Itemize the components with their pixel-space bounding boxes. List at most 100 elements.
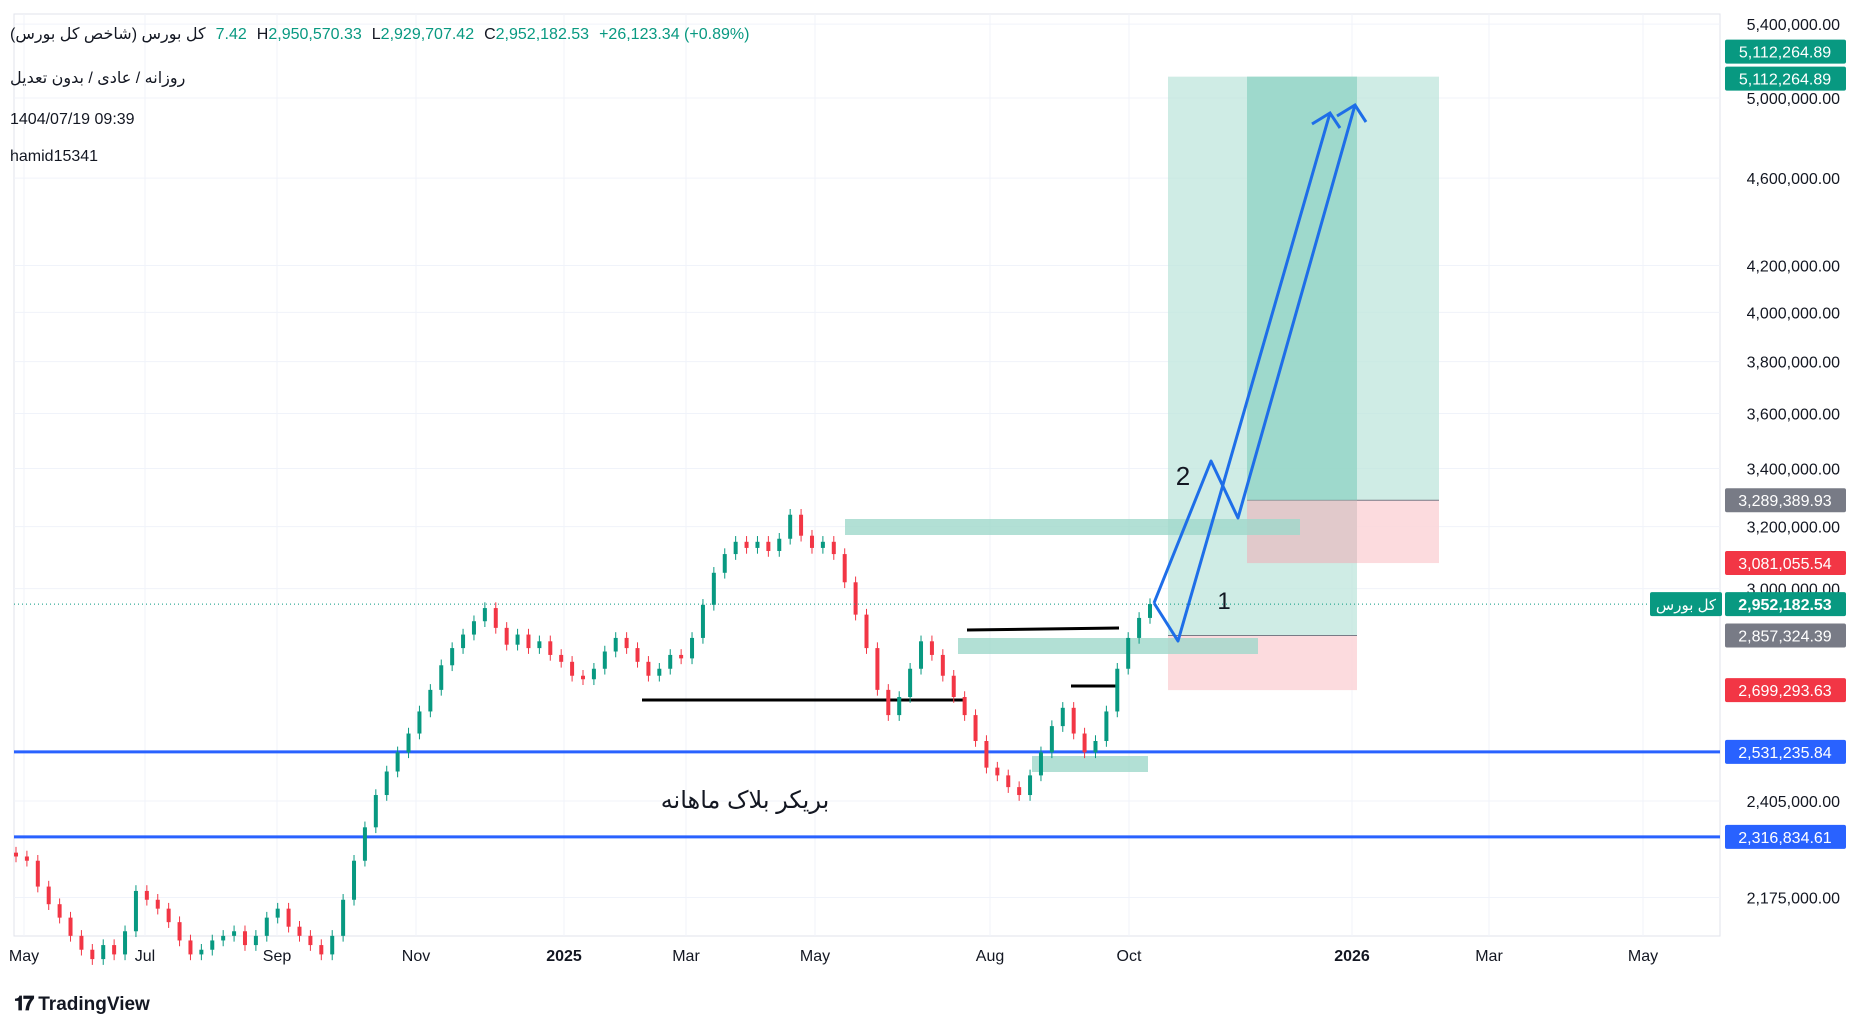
- candle-body: [14, 852, 18, 857]
- candle-body: [24, 856, 29, 861]
- candle-body: [537, 641, 542, 649]
- x-tick-label: Nov: [402, 948, 430, 965]
- x-tick-label: Oct: [1117, 948, 1142, 965]
- candle-body: [1137, 617, 1142, 638]
- candle-body: [570, 661, 575, 676]
- candle-body: [417, 711, 422, 734]
- candle-body: [341, 899, 346, 936]
- current-price-badge: [1725, 592, 1846, 617]
- candle-body: [995, 767, 1000, 776]
- y-tick-label: 4,200,000.00: [1747, 258, 1841, 275]
- projection-arrowhead-2: [1336, 102, 1368, 123]
- candle-body: [1104, 711, 1109, 742]
- candle-body: [1006, 775, 1011, 788]
- candle-body: [602, 651, 607, 669]
- candle-body: [275, 908, 280, 918]
- candle-body: [362, 827, 367, 861]
- candle-body: [581, 675, 585, 680]
- candle-body: [908, 668, 913, 698]
- candle-body: [406, 733, 411, 753]
- candle-body: [809, 535, 814, 548]
- symbol-title[interactable]: کل بورس (شاخص کل بورس): [10, 26, 206, 43]
- projection-arrowhead-1: [1311, 110, 1342, 129]
- close-value: 2,952,182.53: [495, 26, 590, 43]
- ohlc-row: کل بورس (شاخص کل بورس) 7.42 H2,950,570.3…: [10, 26, 749, 44]
- candle-body: [264, 917, 269, 936]
- candle-body: [526, 634, 531, 649]
- tradingview-logo[interactable]: 𝟏𝟕 TradingView: [14, 993, 150, 1016]
- candle-body: [373, 795, 378, 828]
- candle-body: [733, 541, 738, 555]
- candle-body: [690, 637, 695, 659]
- candle-body: [559, 654, 564, 662]
- y-tick-label: 4,000,000.00: [1747, 305, 1841, 322]
- price-level-label: 5,112,264.89: [1739, 45, 1831, 62]
- candle-body: [210, 940, 215, 950]
- candle-body: [471, 621, 476, 635]
- candle-body: [886, 689, 891, 716]
- tradingview-icon: 𝟏𝟕: [14, 993, 34, 1015]
- zone-rectangle: [845, 519, 1300, 535]
- candle-body: [613, 637, 618, 652]
- projection-arrow-1: [1152, 112, 1332, 643]
- candle-body: [777, 538, 782, 551]
- candle-body: [842, 554, 847, 583]
- candle-body: [46, 886, 51, 905]
- x-tick-label: 2025: [546, 948, 582, 965]
- candle-body: [591, 668, 596, 680]
- candle-body: [286, 908, 291, 927]
- candle-body: [450, 648, 455, 666]
- candle-body: [395, 752, 400, 772]
- candle-body: [232, 931, 237, 936]
- candle-body: [635, 648, 640, 662]
- symbol-tag: [1650, 592, 1722, 617]
- x-tick-label: Aug: [976, 948, 1004, 965]
- candle-body: [1126, 637, 1131, 669]
- close-label: C: [484, 26, 496, 43]
- price-level-badge: [1725, 66, 1846, 91]
- price-axis: [1722, 0, 1866, 1027]
- candle-body: [766, 541, 771, 551]
- y-tick-label: 3,400,000.00: [1747, 461, 1841, 478]
- price-level-label: 5,112,264.89: [1739, 72, 1831, 89]
- price-level-label: 3,289,389.93: [1738, 493, 1832, 510]
- candle-body: [984, 741, 989, 768]
- candle-body: [700, 604, 705, 638]
- price-level-badge: [1725, 824, 1846, 849]
- candle-body: [1082, 733, 1087, 753]
- candle-body: [679, 654, 684, 659]
- candle-body: [940, 654, 945, 676]
- high-label: H: [256, 26, 269, 43]
- candle-body: [711, 572, 716, 605]
- low-value: 2,929,707.42: [380, 26, 475, 43]
- candle-body: [1115, 668, 1120, 712]
- candle-body: [744, 541, 749, 548]
- open-value: 7.42: [215, 26, 247, 43]
- candle-body: [646, 661, 651, 676]
- candle-body: [57, 904, 62, 918]
- candle-body: [962, 697, 967, 716]
- candle-body: [820, 541, 825, 548]
- candle-body: [1028, 775, 1033, 796]
- price-level-badge: [1725, 678, 1846, 703]
- candle-body: [1038, 752, 1043, 776]
- x-tick-label: 2026: [1334, 948, 1370, 965]
- y-tick-label: 5,400,000.00: [1747, 17, 1841, 34]
- candle-body: [1049, 726, 1054, 753]
- candle-body: [831, 541, 836, 555]
- y-tick-label: 3,800,000.00: [1747, 355, 1841, 372]
- chart-subtitle: روزانه / عادی / بدون تعدیل: [10, 70, 186, 87]
- candle-body: [864, 614, 869, 649]
- price-level-label: 2,531,235.84: [1738, 745, 1832, 762]
- price-level-badge: [1725, 623, 1846, 648]
- annotation-label: بریکر بلاک ماهانه: [661, 787, 830, 814]
- price-level-badge: [1725, 739, 1846, 764]
- candle-body: [624, 637, 629, 649]
- candle-body: [166, 908, 171, 923]
- candle-body: [755, 541, 760, 548]
- candle-body: [668, 654, 673, 669]
- x-tick-label: May: [1628, 948, 1658, 965]
- candle-body: [242, 931, 247, 946]
